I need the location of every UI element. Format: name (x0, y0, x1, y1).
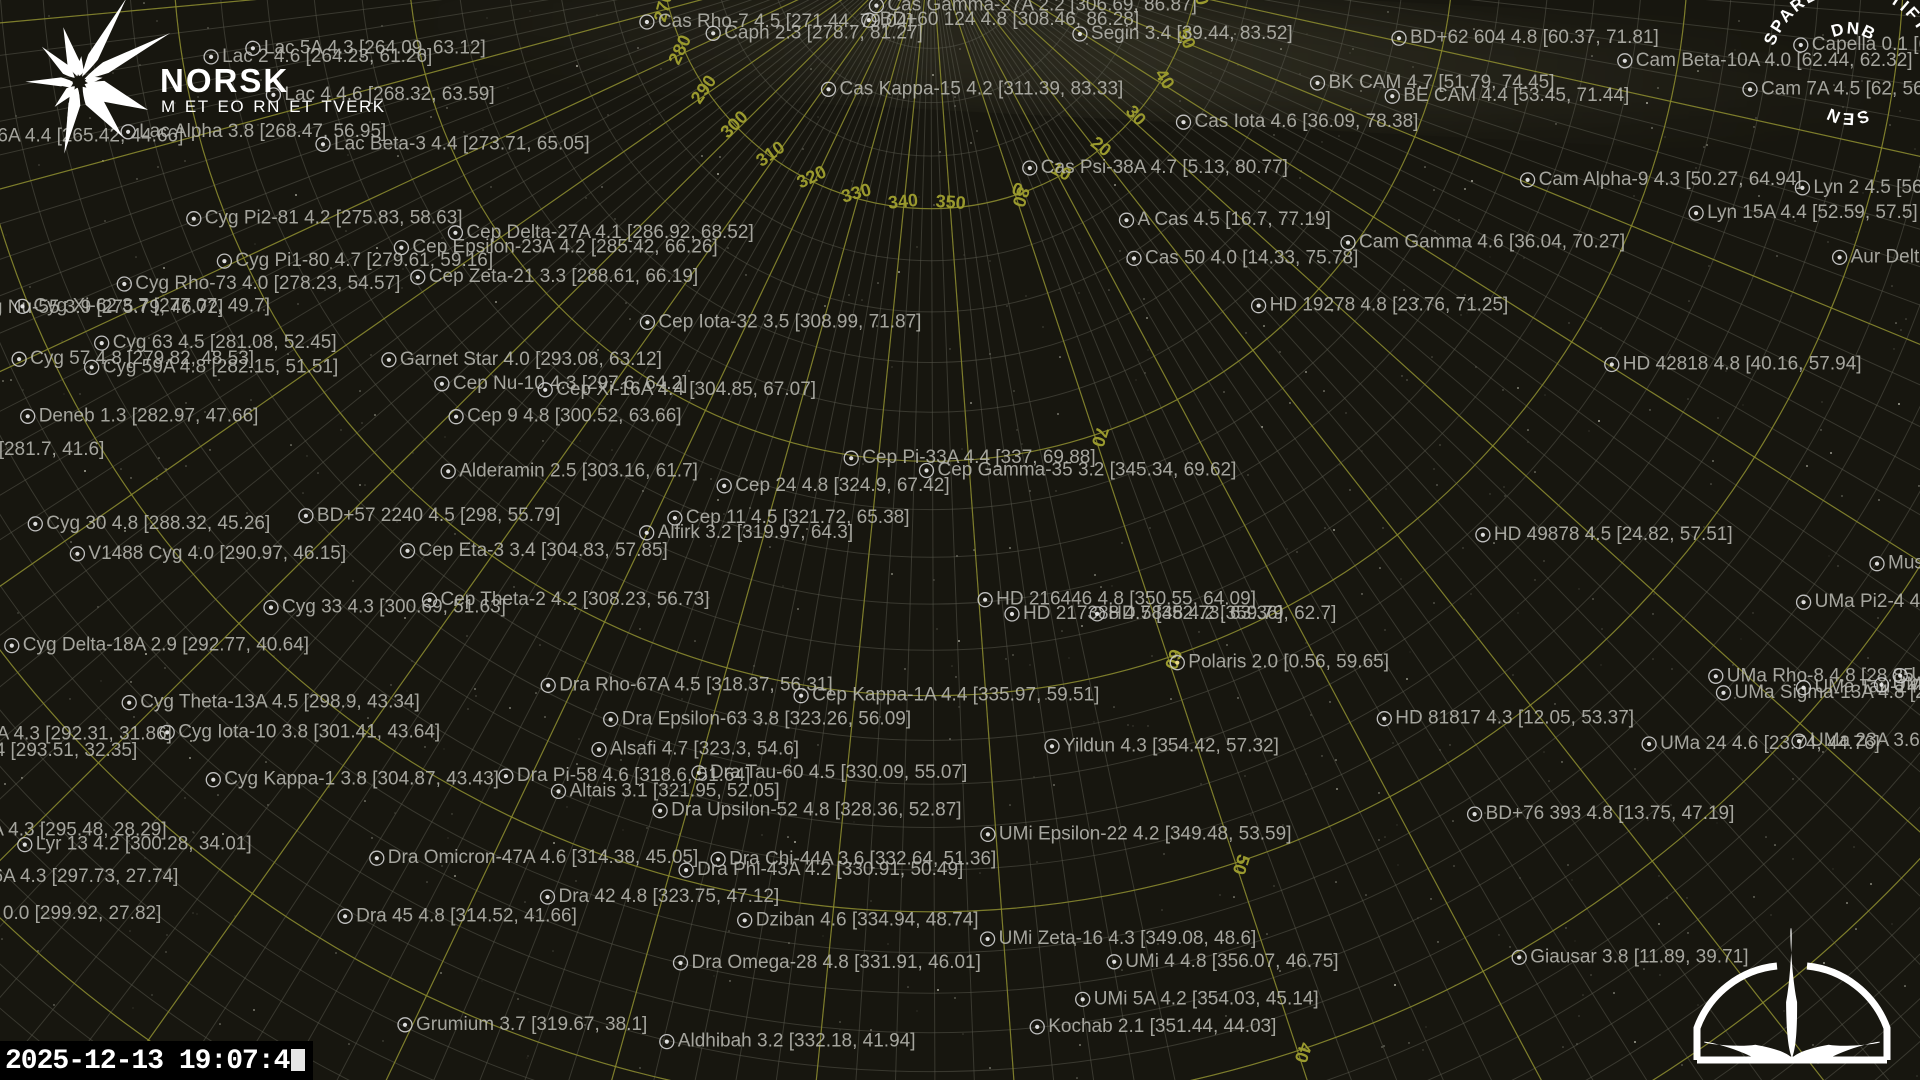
svg-text:Aldhibah 3.2 [332.18, 41.94]: Aldhibah 3.2 [332.18, 41.94] (678, 1031, 916, 1052)
svg-text:UMi Zeta-16 4.3 [349.08, 48.6]: UMi Zeta-16 4.3 [349.08, 48.6] (999, 928, 1257, 949)
svg-text:UMi 5A 4.2 [354.03, 45.14]: UMi 5A 4.2 [354.03, 45.14] (1094, 988, 1319, 1009)
svg-text:UMi Epsilon-22 4.2 [349.48, 53: UMi Epsilon-22 4.2 [349.48, 53.59] (999, 823, 1292, 844)
svg-text:V1488 Cyg 4.0 [290.97, 46.15]: V1488 Cyg 4.0 [290.97, 46.15] (88, 543, 346, 564)
svg-text:SPAREBANKSTIFTELSEN: SPAREBANKSTIFTELSEN (1760, 0, 1920, 103)
svg-text:Dziban 4.6 [334.94, 48.74]: Dziban 4.6 [334.94, 48.74] (756, 909, 979, 930)
svg-text:Cep Kappa-1A 4.4 [335.97, 59.5: Cep Kappa-1A 4.4 [335.97, 59.51] (812, 685, 1099, 706)
svg-text:Lyn 2 4.5 [56.41, 53.19]: Lyn 2 4.5 [56.41, 53.19] (1813, 177, 1920, 198)
svg-text:SEN: SEN (1823, 104, 1871, 129)
svg-text:Dra Phi-43A 4.2 [330.91, 50.49: Dra Phi-43A 4.2 [330.91, 50.49] (697, 859, 963, 880)
svg-text:Dra Upsilon-52 4.8 [328.36, 52: Dra Upsilon-52 4.8 [328.36, 52.87] (671, 800, 961, 821)
svg-text:Cyg Theta-13A 4.5 [298.9, 43.3: Cyg Theta-13A 4.5 [298.9, 43.34] (140, 692, 420, 713)
svg-text:HD 19278 4.8 [23.76, 71.25]: HD 19278 4.8 [23.76, 71.25] (1270, 295, 1509, 316)
svg-text:HD 49878 4.5 [24.82, 57.51]: HD 49878 4.5 [24.82, 57.51] (1494, 524, 1733, 545)
svg-text:UMa 23A 3.6 [29.33, 39.41]: UMa 23A 3.6 [29.33, 39.41] (1810, 730, 1920, 751)
svg-text:Cyg Kappa-1 3.8 [304.87, 43.43: Cyg Kappa-1 3.8 [304.87, 43.43] (224, 769, 499, 790)
svg-text:Aur Delta-33A 3.7 [53, 50.5]: Aur Delta-33A 3.7 [53, 50.5] (1851, 246, 1920, 267)
svg-text:HD 5848 4.2 [359.79, 62.7]: HD 5848 4.2 [359.79, 62.7] (1108, 603, 1336, 624)
svg-text:Cyg 30 4.8 [288.32, 45.26]: Cyg 30 4.8 [288.32, 45.26] (46, 513, 270, 534)
svg-text:Lyr Zeta-6A 4.3 [297.73, 27.74: Lyr Zeta-6A 4.3 [297.73, 27.74] (0, 866, 178, 887)
svg-text:Cep Eta-3 3.4 [304.83, 57.85]: Cep Eta-3 3.4 [304.83, 57.85] (419, 540, 668, 561)
svg-text:Vega 0.0 [299.92, 27.82]: Vega 0.0 [299.92, 27.82] (0, 903, 161, 924)
svg-text:Lyn 15A 4.4 [52.59, 57.5]: Lyn 15A 4.4 [52.59, 57.5] (1707, 202, 1918, 223)
svg-text:Cep 24 4.8 [324.9, 67.42]: Cep 24 4.8 [324.9, 67.42] (735, 475, 949, 496)
svg-text:Cep Gamma-35 3.2 [345.34, 69.6: Cep Gamma-35 3.2 [345.34, 69.62] (938, 460, 1237, 481)
svg-text:Cas Iota 4.6 [36.09, 78.38]: Cas Iota 4.6 [36.09, 78.38] (1195, 111, 1419, 132)
svg-text:HD 42818 4.8 [40.16, 57.94]: HD 42818 4.8 [40.16, 57.94] (1623, 354, 1862, 375)
svg-text:Cam Alpha-9 4.3 [50.27, 64.94]: Cam Alpha-9 4.3 [50.27, 64.94] (1539, 169, 1802, 190)
svg-text:DNB: DNB (1829, 18, 1879, 44)
svg-text:Dra 42 4.8 [323.75, 47.12]: Dra 42 4.8 [323.75, 47.12] (559, 886, 780, 907)
svg-text:Cyg Rho-73 4.0 [278.23, 54.57]: Cyg Rho-73 4.0 [278.23, 54.57] (135, 273, 400, 294)
svg-text:Dra Rho-67A 4.5 [318.37, 56.31: Dra Rho-67A 4.5 [318.37, 56.31] (559, 674, 833, 695)
svg-text:Segin 3.4 [39.44, 83.52]: Segin 3.4 [39.44, 83.52] (1091, 23, 1293, 44)
svg-text:Polaris 2.0 [0.56, 59.65]: Polaris 2.0 [0.56, 59.65] (1188, 652, 1389, 673)
svg-text:UMa Upsilon-29 3.8 [34.89, 37.: UMa Upsilon-29 3.8 [34.89, 37.5] (1911, 665, 1920, 686)
svg-text:BD+76 393 4.8 [13.75, 47.19]: BD+76 393 4.8 [13.75, 47.19] (1486, 803, 1735, 824)
svg-text:Alfirk 3.2 [319.97, 64.3]: Alfirk 3.2 [319.97, 64.3] (658, 522, 853, 543)
svg-text:Alsafi 4.7 [323.3, 54.6]: Alsafi 4.7 [323.3, 54.6] (610, 739, 799, 760)
svg-text:BE CAM 4.4 [53.45, 71.44]: BE CAM 4.4 [53.45, 71.44] (1403, 85, 1629, 106)
svg-text:Cam Gamma 4.6 [36.04, 70.27]: Cam Gamma 4.6 [36.04, 70.27] (1359, 232, 1625, 253)
svg-text:Cyg Iota-10 3.8 [301.41, 43.64: Cyg Iota-10 3.8 [301.41, 43.64] (178, 721, 440, 742)
svg-text:Dra Epsilon-63 3.8 [323.26, 56: Dra Epsilon-63 3.8 [323.26, 56.09] (622, 708, 911, 729)
svg-text:Sadr 2.2 [281.7, 41.6]: Sadr 2.2 [281.7, 41.6] (0, 439, 104, 460)
svg-text:Cyg 33 4.3 [300.69, 51.63]: Cyg 33 4.3 [300.69, 51.63] (282, 597, 506, 618)
svg-text:Caph 2.3 [278.7, 81.27]: Caph 2.3 [278.7, 81.27] (724, 22, 923, 43)
svg-text:Cyg Xi-62 3.7 [277.07, 49.7]: Cyg Xi-62 3.7 [277.07, 49.7] (33, 295, 270, 316)
svg-text:Grumium 3.7 [319.67, 38.1]: Grumium 3.7 [319.67, 38.1] (416, 1014, 647, 1035)
svg-text:Cyg Pi1-80 4.7 [279.61, 59.16]: Cyg Pi1-80 4.7 [279.61, 59.16] (235, 250, 493, 271)
svg-text:UMa Pi2-4 4.6 [34.89, 43.89]: UMa Pi2-4 4.6 [34.89, 43.89] (1815, 591, 1920, 612)
svg-text:HD 81817 4.3 [12.05, 53.37]: HD 81817 4.3 [12.05, 53.37] (1395, 708, 1634, 729)
svg-text:Cyg Delta-18A 2.9 [292.77, 40.: Cyg Delta-18A 2.9 [292.77, 40.64] (23, 635, 309, 656)
svg-text:UMi 4 4.8 [356.07, 46.75]: UMi 4 4.8 [356.07, 46.75] (1125, 951, 1338, 972)
svg-text:Dra 45 4.8 [314.52, 41.66]: Dra 45 4.8 [314.52, 41.66] (356, 905, 577, 926)
svg-text:Kochab 2.1 [351.44, 44.03]: Kochab 2.1 [351.44, 44.03] (1048, 1016, 1276, 1037)
svg-text:Cep Iota-32 3.5 [308.99, 71.87: Cep Iota-32 3.5 [308.99, 71.87] (658, 311, 921, 332)
svg-text:Cas 50 4.0 [14.33, 75.78]: Cas 50 4.0 [14.33, 75.78] (1145, 247, 1358, 268)
svg-text:Deneb 1.3 [282.97, 47.66]: Deneb 1.3 [282.97, 47.66] (39, 405, 259, 426)
svg-text:Cyg 57 4.8 [279.82, 48.53]: Cyg 57 4.8 [279.82, 48.53] (30, 348, 254, 369)
svg-text:Muscida 3.4 [38.73, 41.95]: Muscida 3.4 [38.73, 41.95] (1888, 553, 1920, 574)
svg-text:Dra Omega-28 4.8 [331.91, 46.0: Dra Omega-28 4.8 [331.91, 46.01] (692, 952, 981, 973)
svg-text:Lyr Delta-12A 4.3 [295.48, 28.: Lyr Delta-12A 4.3 [295.48, 28.29] (0, 819, 167, 840)
svg-text:340: 340 (887, 190, 919, 213)
svg-text:Altais 3.1 [321.95, 52.05]: Altais 3.1 [321.95, 52.05] (570, 780, 780, 801)
svg-text:BD+62 604 4.8 [60.37, 71.81]: BD+62 604 4.8 [60.37, 71.81] (1410, 27, 1659, 48)
svg-text:Garnet Star 4.0 [293.08, 63.12: Garnet Star 4.0 [293.08, 63.12] (400, 349, 662, 370)
svg-text:Yildun 4.3 [354.42, 57.32]: Yildun 4.3 [354.42, 57.32] (1063, 735, 1279, 756)
svg-text:Dra Omicron-47A 4.6 [314.38, 4: Dra Omicron-47A 4.6 [314.38, 45.05] (388, 847, 699, 868)
svg-text:Cas Psi-38A 4.7 [5.13, 80.77]: Cas Psi-38A 4.7 [5.13, 80.77] (1041, 157, 1288, 178)
svg-text:A Cas 4.5 [16.7, 77.19]: A Cas 4.5 [16.7, 77.19] (1138, 209, 1331, 230)
svg-text:Alderamin 2.5 [303.16, 61.7]: Alderamin 2.5 [303.16, 61.7] (459, 460, 698, 481)
svg-text:Cep Xi-16A 4.4 [304.85, 67.07]: Cep Xi-16A 4.4 [304.85, 67.07] (556, 379, 816, 400)
svg-text:BD+57 2240 4.5 [298, 55.79]: BD+57 2240 4.5 [298, 55.79] (317, 505, 561, 526)
svg-text:Aladfar 4.4 [293.51, 32.35]: Aladfar 4.4 [293.51, 32.35] (0, 740, 137, 761)
svg-text:Cep 9 4.8 [300.52, 63.66]: Cep 9 4.8 [300.52, 63.66] (467, 406, 681, 427)
svg-text:Cas Kappa-15 4.2 [311.39, 83.3: Cas Kappa-15 4.2 [311.39, 83.33] (840, 78, 1124, 99)
svg-text:350: 350 (935, 191, 966, 213)
